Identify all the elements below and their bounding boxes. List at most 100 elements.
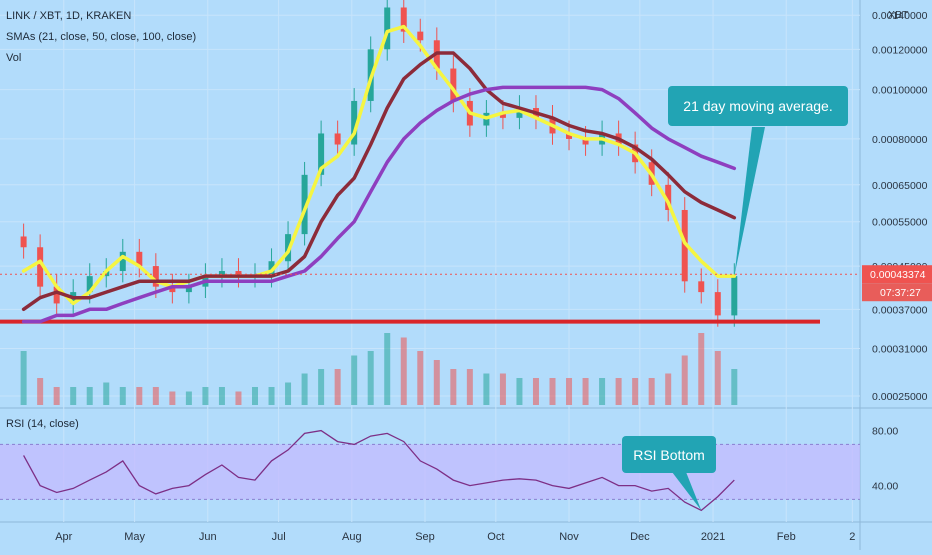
time-tick-label: Jun <box>199 531 217 543</box>
rsi-tick-label: 80.00 <box>872 426 898 438</box>
time-tick-label: 2021 <box>701 531 725 543</box>
volume-bar <box>632 378 639 405</box>
candle-body <box>516 108 523 118</box>
rsi-callout-box <box>622 436 716 473</box>
volume-bar <box>566 378 573 405</box>
volume-bar <box>367 351 374 405</box>
volume-bar <box>532 378 539 405</box>
candle-body <box>566 133 573 139</box>
candle-body <box>384 7 391 50</box>
volume-bar <box>218 387 225 405</box>
price-tick-label: 0.00065000 <box>872 180 928 192</box>
sma-legend[interactable]: SMAs (21, close, 50, close, 100, close) <box>6 31 197 43</box>
candle-body <box>417 31 424 41</box>
sma100-line <box>21 85 737 324</box>
price-tick-label: 0.00100000 <box>872 85 928 97</box>
volume-bar <box>86 387 93 405</box>
volume-bar <box>301 373 308 405</box>
volume-bar <box>202 387 209 405</box>
candle-body <box>53 286 60 304</box>
candle-body <box>119 251 126 272</box>
symbol-title[interactable]: LINK / XBT, 1D, KRAKEN <box>6 10 132 22</box>
volume-bar <box>119 387 126 405</box>
volume-bar <box>483 373 490 405</box>
countdown-tag <box>862 283 932 302</box>
rsi-callout-pointer <box>672 472 702 511</box>
price-tick-label: 0.00055000 <box>872 217 928 229</box>
candle-body <box>334 133 341 145</box>
volume-bar <box>516 378 523 405</box>
candle-body <box>665 184 672 210</box>
volume-bar <box>549 378 556 405</box>
candle-body <box>20 236 27 248</box>
volume-bar <box>731 369 738 405</box>
volume-bar <box>37 378 44 405</box>
candle-body <box>714 292 721 316</box>
rsi-line <box>23 429 735 512</box>
volume-bar <box>450 369 457 405</box>
candle-body <box>169 286 176 293</box>
volume-bar <box>103 382 110 405</box>
volume-bar <box>681 355 688 405</box>
price-tick-label: 0.00025000 <box>872 391 928 403</box>
volume-bar <box>582 378 589 405</box>
volume-bar <box>235 391 242 405</box>
candle-body <box>152 266 159 287</box>
volume-bar <box>665 373 672 405</box>
volume-bar <box>466 369 473 405</box>
volume-bar <box>252 387 258 405</box>
time-tick-label: Oct <box>487 531 504 543</box>
time-tick-label: Dec <box>630 531 650 543</box>
volume-bar <box>433 360 440 405</box>
time-tick-label: Aug <box>342 531 362 543</box>
price-tick-label: 0.00120000 <box>872 44 928 56</box>
sma-callout-pointer <box>734 127 765 277</box>
candle-body <box>698 281 705 293</box>
sma21-line <box>21 24 737 306</box>
sma-callout-text: 21 day moving average. <box>683 98 832 114</box>
rsi-callout-text: RSI Bottom <box>633 447 705 463</box>
volume-bar <box>499 373 506 405</box>
volume-bar <box>20 351 27 405</box>
volume-bar <box>152 387 159 405</box>
candle-body <box>218 271 225 277</box>
candle-body <box>731 276 738 316</box>
candle-body <box>86 276 93 293</box>
rsi-tick-label: 40.00 <box>872 481 898 493</box>
time-tick-label: 2 <box>849 531 855 543</box>
volume-bar <box>53 387 60 405</box>
price-currency-label: XBT <box>888 9 909 21</box>
candle-body <box>400 7 407 32</box>
price-tick-label: 0.00037000 <box>872 304 928 316</box>
candle-body <box>450 68 457 101</box>
price-tick-label: 0.00031000 <box>872 343 928 355</box>
time-tick-label: Apr <box>55 531 72 543</box>
volume-bar <box>417 351 424 405</box>
price-tick-label: 0.00140000 <box>872 10 928 22</box>
sma50-line <box>21 51 737 312</box>
current-price-tag <box>862 265 932 284</box>
candle-body <box>499 112 506 118</box>
volume-legend[interactable]: Vol <box>6 52 22 64</box>
current-price-label: 0.00043374 <box>870 269 926 281</box>
volume-bar <box>334 369 341 405</box>
volume-bar <box>714 351 721 405</box>
volume-bar <box>136 387 143 405</box>
candle-body <box>235 271 242 277</box>
volume-bar <box>351 355 358 405</box>
volume-bar <box>285 382 292 405</box>
volume-bar <box>648 378 655 405</box>
volume-bar <box>185 391 192 405</box>
volume-bar <box>268 387 275 405</box>
candle-body <box>681 209 688 282</box>
volume-bar <box>615 378 622 405</box>
rsi-legend[interactable]: RSI (14, close) <box>6 418 79 430</box>
time-tick-label: Nov <box>559 531 579 543</box>
candle-body <box>136 251 143 267</box>
countdown-label: 07:37:27 <box>880 287 921 299</box>
time-tick-label: Sep <box>415 531 435 543</box>
volume-bar <box>599 378 606 405</box>
candle-body <box>185 286 192 293</box>
